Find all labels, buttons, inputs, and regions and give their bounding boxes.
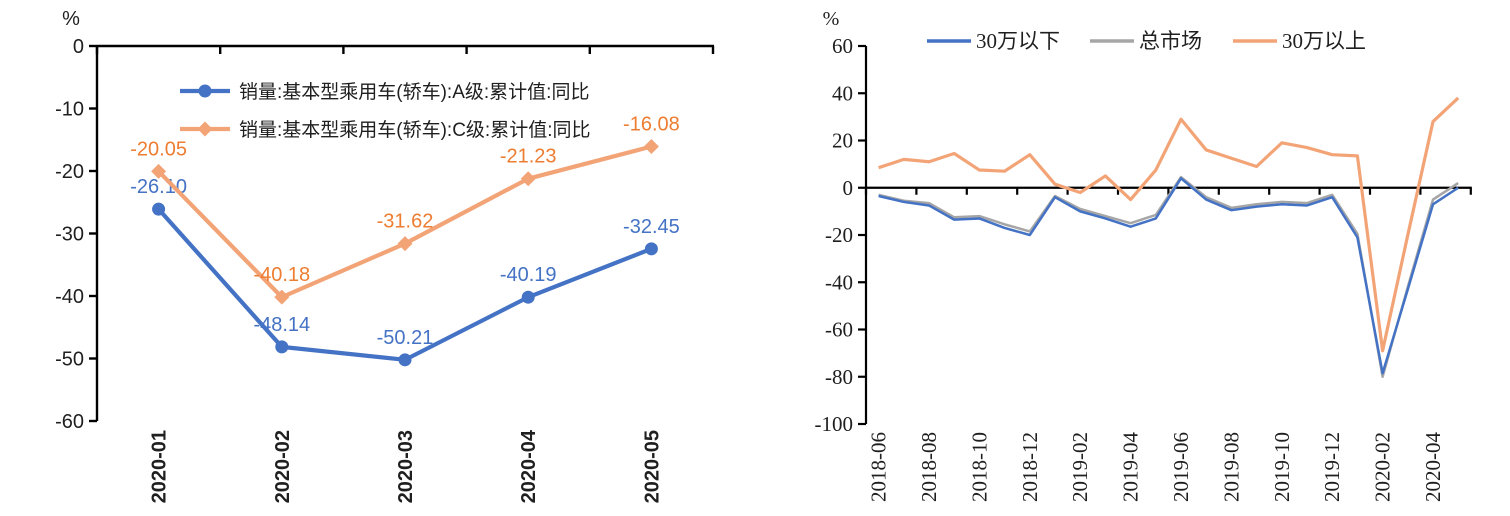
data-label: -50.21 <box>377 327 434 349</box>
right-chart: 60 40 20 0 -20 -40 -60 -80 -100% 2018-06 2018-08 20… <box>755 0 1510 516</box>
series-point-marker <box>274 289 290 305</box>
data-label: -40.18 <box>253 264 310 286</box>
x-tick-label: 2020-01 <box>149 430 171 503</box>
legend-label: 30万以下 <box>976 29 1060 53</box>
y-tick-label: -60 <box>55 411 84 433</box>
legend-item-0: 30万以下 <box>927 29 1060 53</box>
legend-item-0: 销量:基本型乘用车(轿车):A级:累计值:同比 <box>180 81 589 103</box>
y-axis-unit-label: % <box>62 8 80 30</box>
x-tick-label: 2019-04 <box>1119 432 1143 502</box>
data-label: -48.14 <box>253 314 310 336</box>
y-tick-label: 40 <box>832 81 853 105</box>
x-tick-label: 2019-08 <box>1219 432 1243 502</box>
legend-label: 总市场 <box>1139 29 1202 53</box>
data-label: -21.23 <box>500 146 557 168</box>
series-point-marker <box>275 340 289 354</box>
series-point-marker <box>644 242 658 256</box>
y-tick-label: -30 <box>55 224 84 246</box>
x-tick-label: 2019-06 <box>1169 432 1193 502</box>
x-tick-label: 2018-12 <box>1018 432 1042 502</box>
series-point-marker <box>397 236 413 252</box>
y-tick-label: 0 <box>73 36 84 58</box>
y-tick-label: -50 <box>55 349 84 371</box>
legend-marker <box>198 84 212 98</box>
data-label: -32.45 <box>623 216 680 238</box>
legend-label: 销量:基本型乘用车(轿车):A级:累计值:同比 <box>239 81 589 103</box>
data-label: -20.05 <box>130 138 187 160</box>
x-tick-label: 2020-02 <box>272 430 294 503</box>
x-tick-label: 2020-04 <box>518 429 540 503</box>
x-tick-label: 2020-04 <box>1421 432 1445 502</box>
x-tick-label: 2020-03 <box>395 430 417 503</box>
y-tick-label: -40 <box>825 270 853 294</box>
y-tick-label: -100 <box>815 412 854 436</box>
legend-item-2: 30万以上 <box>1233 29 1366 53</box>
x-tick-label: 2019-10 <box>1270 432 1294 502</box>
data-label: -40.19 <box>500 264 557 286</box>
legend-item-1: 总市场 <box>1090 29 1202 53</box>
y-axis-unit-label: % <box>823 8 840 30</box>
legend-label: 销量:基本型乘用车(轿车):C级:累计值:同比 <box>239 119 591 141</box>
series-line-2 <box>878 96 1460 353</box>
series-point-marker <box>521 290 535 304</box>
series-point-marker <box>398 353 412 367</box>
series-line-1 <box>878 175 1459 378</box>
x-tick-label: 2019-02 <box>1068 432 1092 502</box>
x-tick-label: 2020-05 <box>641 430 663 503</box>
series-line-0 <box>878 177 1459 375</box>
x-tick-label: 2020-02 <box>1371 432 1395 502</box>
y-tick-label: 0 <box>843 176 854 200</box>
y-tick-label: -60 <box>825 318 853 342</box>
x-tick-label: 2018-08 <box>917 432 941 502</box>
series-point-marker <box>151 163 167 179</box>
legend-marker <box>197 121 213 137</box>
x-tick-label: 2018-10 <box>967 432 991 502</box>
left-chart-svg: 0 -10 -20 -30 -40 -50 -60% 2020-01 2020-02 2020-0… <box>55 8 715 503</box>
series-point-marker <box>152 202 166 216</box>
y-tick-label: -40 <box>55 286 84 308</box>
y-tick-label: -80 <box>825 365 853 389</box>
left-chart: 0 -10 -20 -30 -40 -50 -60% 2020-01 2020-02 2020-0… <box>55 8 715 503</box>
y-tick-label: -10 <box>55 99 84 121</box>
data-label: -31.62 <box>377 211 434 233</box>
y-tick-label: 60 <box>832 34 853 58</box>
series-point-marker <box>643 139 659 154</box>
series-point-marker <box>520 171 536 187</box>
legend-item-1: 销量:基本型乘用车(轿车):C级:累计值:同比 <box>180 119 591 141</box>
y-tick-label: -20 <box>825 223 853 247</box>
y-tick-label: -20 <box>55 161 84 183</box>
x-tick-label: 2018-06 <box>867 432 891 502</box>
x-tick-label: 2019-12 <box>1320 432 1344 502</box>
legend-label: 30万以上 <box>1282 29 1366 53</box>
data-label: -16.08 <box>623 114 680 136</box>
y-tick-label: 20 <box>832 129 853 153</box>
right-chart-svg: 60 40 20 0 -20 -40 -60 -80 -100% 2018-06 2018-08 20… <box>815 8 1472 502</box>
data-label: -26.10 <box>130 176 187 198</box>
